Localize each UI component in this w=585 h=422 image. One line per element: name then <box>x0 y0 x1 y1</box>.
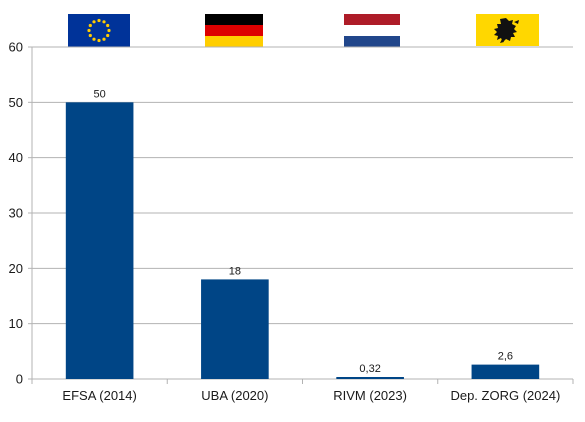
flanders-flag-icon <box>476 14 539 46</box>
data-label: 2,6 <box>498 351 513 363</box>
y-tick-label: 0 <box>16 372 23 387</box>
y-tick-label: 20 <box>9 261 23 276</box>
x-tick-label: UBA (2020) <box>201 388 268 403</box>
y-tick-label: 40 <box>9 150 23 165</box>
bar <box>201 279 269 379</box>
bars <box>65 102 540 379</box>
x-tick-label: Dep. ZORG (2024) <box>450 388 560 403</box>
bar <box>471 364 540 379</box>
y-tick-label: 10 <box>9 316 23 331</box>
bar <box>65 102 134 379</box>
data-label: 50 <box>94 88 106 100</box>
x-tick-label: RIVM (2023) <box>333 388 407 403</box>
eu-flag-icon <box>68 14 130 47</box>
y-tick-label: 50 <box>9 95 23 110</box>
y-tick-label: 60 <box>9 40 23 55</box>
flags-row <box>68 14 539 47</box>
data-label: 18 <box>229 265 241 277</box>
data-labels: 50 18 0,32 2,6 <box>94 88 514 375</box>
netherlands-flag-icon <box>344 14 400 47</box>
bar <box>336 377 404 379</box>
y-tick-label: 30 <box>9 206 23 221</box>
x-axis: EFSA (2014) UBA (2020) RIVM (2023) Dep. ZOR… <box>31 379 574 403</box>
x-tick-label: EFSA (2014) <box>62 388 136 403</box>
data-label: 0,32 <box>359 363 380 375</box>
germany-flag-icon <box>205 14 263 47</box>
y-axis: 0 10 20 30 40 50 60 <box>9 40 33 387</box>
